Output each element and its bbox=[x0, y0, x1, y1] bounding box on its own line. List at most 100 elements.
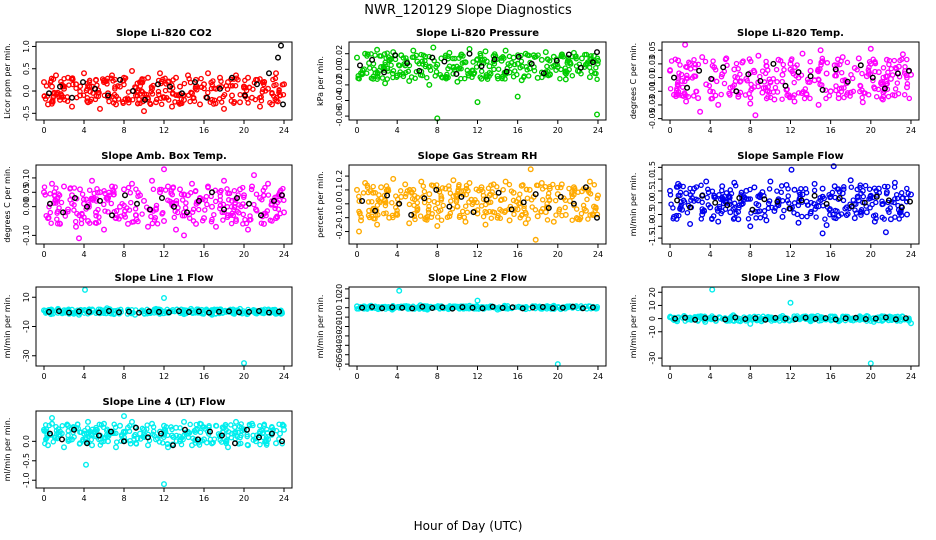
cloud-point bbox=[850, 197, 857, 203]
data-point bbox=[422, 216, 429, 223]
data-point bbox=[172, 226, 179, 233]
data-point bbox=[735, 216, 742, 223]
cloud-point bbox=[380, 210, 387, 217]
data-point bbox=[731, 179, 738, 186]
data-point bbox=[510, 189, 517, 196]
cloud-point bbox=[272, 205, 278, 212]
cloud-point bbox=[198, 75, 204, 82]
data-point bbox=[799, 50, 806, 57]
reference-point bbox=[565, 51, 572, 58]
cloud-point bbox=[122, 428, 128, 435]
x-tick-label: 4 bbox=[708, 372, 713, 381]
data-point bbox=[775, 56, 782, 63]
data-point bbox=[132, 440, 139, 447]
cloud-point bbox=[742, 92, 749, 98]
cloud-point bbox=[683, 64, 689, 70]
cloud-point bbox=[407, 187, 413, 193]
y-tick-label: 0.02 bbox=[335, 45, 344, 63]
reference-point bbox=[466, 50, 473, 57]
cloud-point bbox=[153, 96, 160, 103]
x-tick-label: 16 bbox=[826, 126, 836, 135]
data-point bbox=[683, 190, 690, 197]
data-point bbox=[390, 175, 397, 182]
x-tick-label: 20 bbox=[553, 126, 563, 135]
cloud-point bbox=[746, 56, 753, 62]
data-point bbox=[140, 197, 147, 204]
reference-point bbox=[379, 305, 386, 312]
data-point bbox=[851, 215, 858, 222]
cloud-point bbox=[792, 64, 798, 70]
cloud-point bbox=[525, 216, 531, 222]
cloud-point bbox=[862, 182, 869, 189]
cloud-point bbox=[553, 212, 559, 218]
data-point bbox=[273, 70, 280, 77]
data-point bbox=[450, 177, 457, 184]
reference-point bbox=[786, 205, 793, 212]
y-tick-label: 0.1 bbox=[335, 184, 344, 197]
reference-point bbox=[579, 305, 586, 312]
data-point bbox=[228, 430, 235, 437]
cloud-point bbox=[158, 101, 165, 108]
cloud-point bbox=[203, 193, 210, 200]
data-point bbox=[92, 209, 99, 216]
reference-point bbox=[852, 314, 859, 321]
data-point bbox=[108, 183, 115, 190]
data-point bbox=[281, 426, 288, 433]
reference-point bbox=[453, 70, 460, 77]
cloud-point bbox=[765, 200, 772, 207]
cloud-point bbox=[390, 68, 397, 74]
reference-point bbox=[132, 424, 139, 431]
cloud-point bbox=[519, 63, 526, 70]
cloud-point bbox=[265, 192, 272, 198]
reference-point bbox=[503, 68, 510, 75]
data-point bbox=[112, 101, 119, 108]
data-point bbox=[851, 64, 858, 71]
cloud-point bbox=[438, 217, 445, 223]
reference-point bbox=[155, 308, 162, 315]
data-point bbox=[196, 101, 203, 108]
cloud-point bbox=[904, 75, 910, 81]
data-point bbox=[176, 83, 183, 90]
cloud-point bbox=[148, 207, 154, 214]
x-tick-label: 20 bbox=[553, 250, 563, 259]
cloud-point bbox=[194, 87, 200, 93]
reference-point bbox=[169, 442, 176, 449]
x-tick-label: 20 bbox=[866, 372, 876, 381]
cloud-point bbox=[238, 440, 244, 447]
cloud-point bbox=[515, 195, 522, 202]
data-point bbox=[180, 311, 187, 318]
data-point bbox=[108, 72, 115, 79]
data-point bbox=[224, 444, 231, 451]
cloud-point bbox=[121, 211, 127, 218]
data-point bbox=[248, 420, 255, 427]
data-point bbox=[887, 216, 894, 223]
data-point bbox=[112, 444, 119, 451]
data-point bbox=[586, 178, 593, 185]
data-point bbox=[396, 287, 403, 294]
cloud-point bbox=[727, 187, 734, 193]
reference-point bbox=[712, 199, 719, 206]
data-point bbox=[172, 74, 179, 81]
cloud-point bbox=[237, 91, 243, 98]
reference-point bbox=[145, 308, 152, 315]
data-point bbox=[434, 61, 441, 68]
data-point bbox=[895, 63, 902, 70]
cloud-point bbox=[706, 82, 713, 89]
cloud-point bbox=[786, 94, 793, 101]
cloud-point bbox=[93, 213, 99, 219]
y-tick-label: 0.05 bbox=[22, 183, 31, 201]
data-point bbox=[281, 81, 288, 88]
cloud-point bbox=[71, 185, 78, 191]
reference-point bbox=[56, 308, 63, 315]
data-point bbox=[244, 226, 251, 233]
cloud-point bbox=[827, 211, 833, 218]
cloud-point bbox=[811, 187, 818, 194]
cloud-point bbox=[216, 96, 223, 102]
cloud-point bbox=[714, 206, 720, 212]
reference-point bbox=[832, 316, 839, 323]
reference-point bbox=[684, 84, 691, 91]
reference-point bbox=[46, 90, 53, 97]
reference-point bbox=[696, 67, 703, 74]
data-point bbox=[474, 56, 481, 63]
reference-point bbox=[95, 309, 102, 316]
